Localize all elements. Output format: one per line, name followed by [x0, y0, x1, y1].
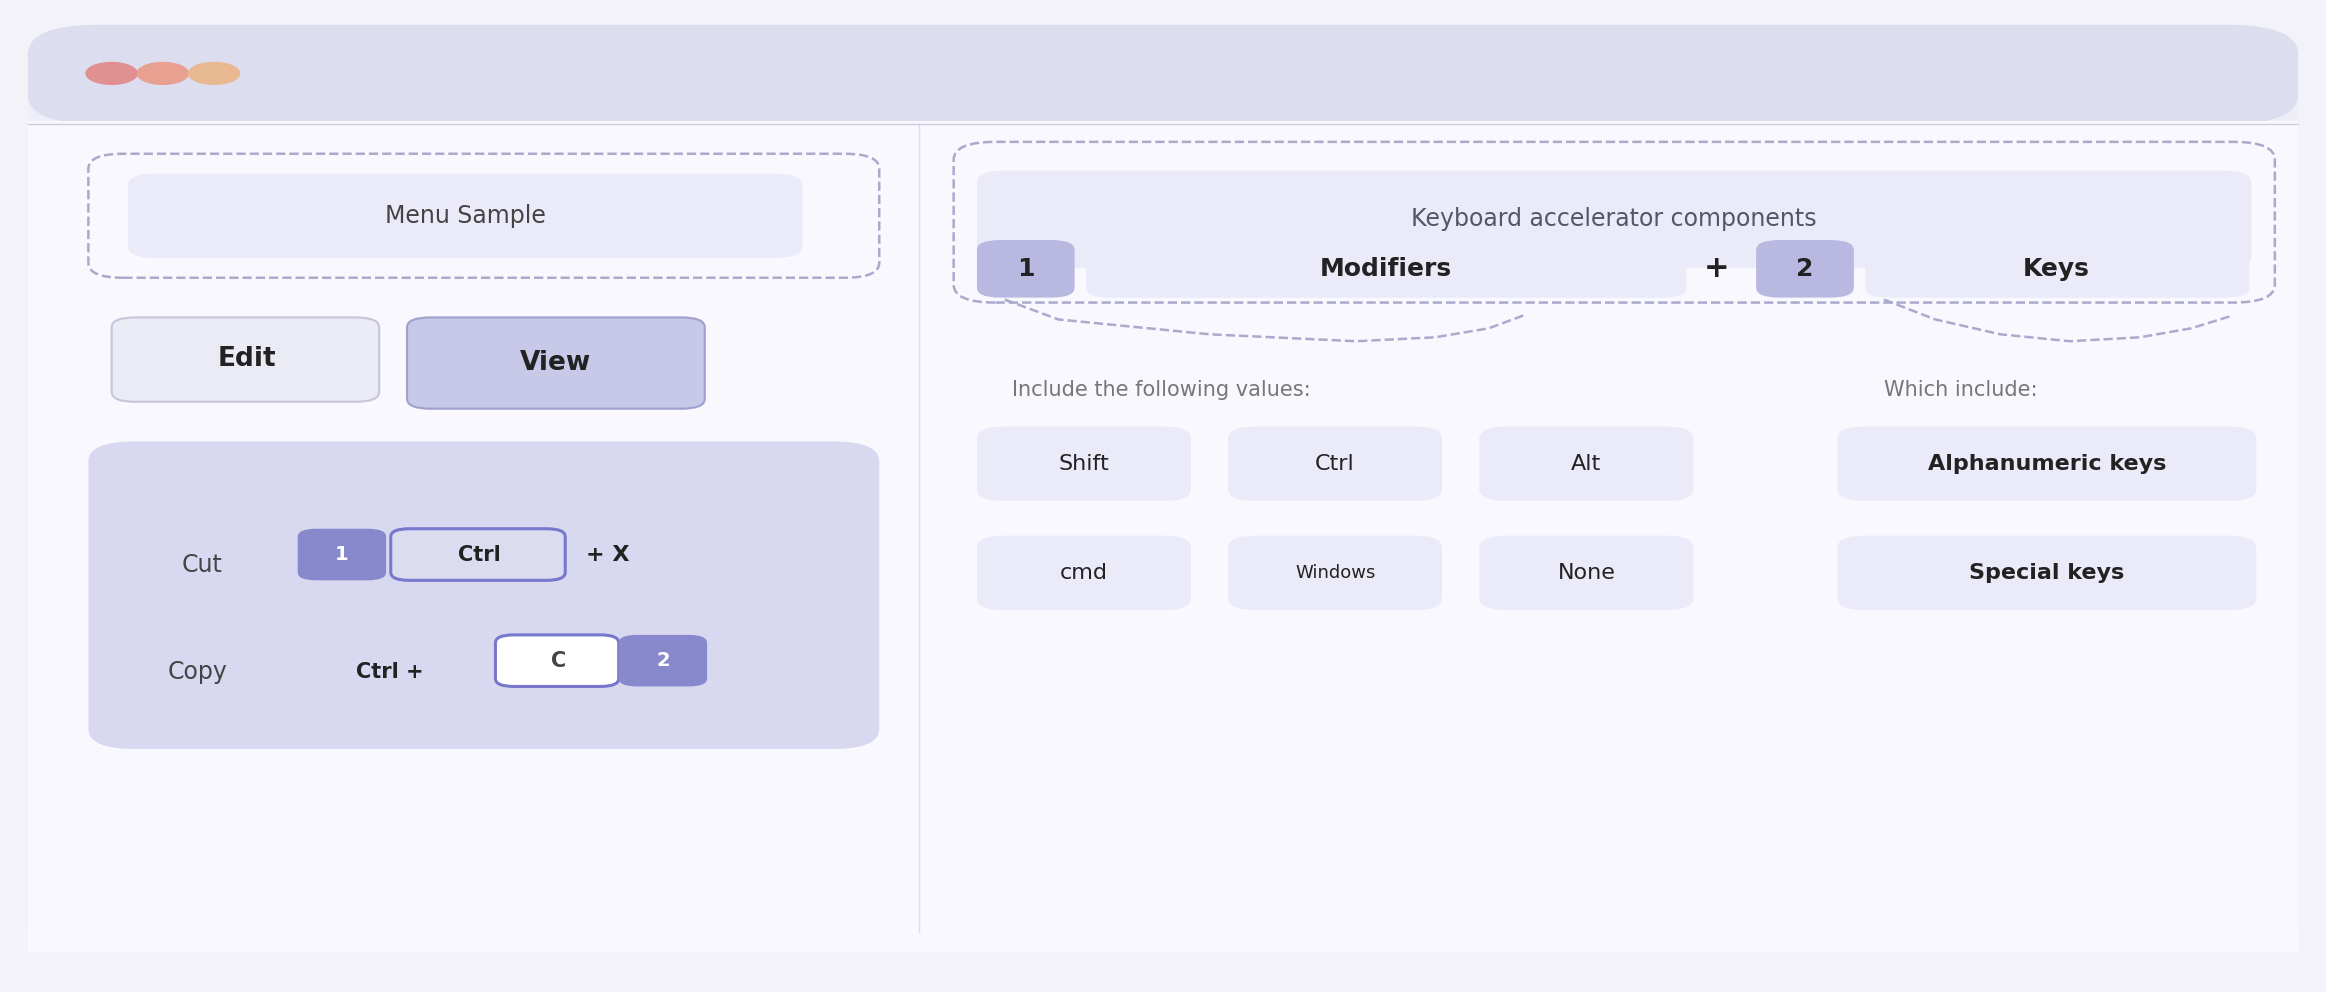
- Text: Modifiers: Modifiers: [1321, 257, 1451, 281]
- Circle shape: [86, 62, 137, 84]
- FancyBboxPatch shape: [495, 635, 619, 686]
- FancyBboxPatch shape: [977, 171, 2252, 268]
- FancyBboxPatch shape: [1479, 536, 1693, 610]
- Circle shape: [188, 62, 240, 84]
- FancyBboxPatch shape: [407, 317, 705, 409]
- FancyBboxPatch shape: [391, 529, 565, 580]
- Text: Include the following values:: Include the following values:: [1012, 380, 1310, 400]
- Text: Alt: Alt: [1570, 453, 1603, 474]
- Text: C: C: [551, 651, 565, 671]
- Text: Keys: Keys: [2024, 257, 2089, 281]
- FancyBboxPatch shape: [1228, 536, 1442, 610]
- Text: Copy: Copy: [167, 660, 228, 683]
- Text: 1: 1: [1016, 257, 1035, 281]
- Text: 2: 2: [656, 651, 670, 671]
- Text: Shift: Shift: [1058, 453, 1110, 474]
- FancyBboxPatch shape: [28, 25, 2298, 124]
- Text: Cut: Cut: [181, 554, 223, 577]
- Text: Menu Sample: Menu Sample: [384, 204, 547, 228]
- FancyBboxPatch shape: [1865, 240, 2249, 298]
- FancyBboxPatch shape: [977, 536, 1191, 610]
- Text: Which include:: Which include:: [1884, 380, 2038, 400]
- Text: Keyboard accelerator components: Keyboard accelerator components: [1412, 207, 1817, 231]
- Text: +: +: [1703, 254, 1731, 284]
- Text: Windows: Windows: [1296, 563, 1375, 582]
- Text: View: View: [521, 350, 591, 376]
- Circle shape: [137, 62, 188, 84]
- FancyBboxPatch shape: [977, 240, 1075, 298]
- FancyBboxPatch shape: [1479, 427, 1693, 501]
- Text: 2: 2: [1796, 257, 1814, 281]
- Text: 1: 1: [335, 545, 349, 564]
- Text: Edit: Edit: [216, 346, 277, 372]
- Text: Special keys: Special keys: [1970, 562, 2124, 583]
- FancyBboxPatch shape: [1838, 536, 2256, 610]
- FancyBboxPatch shape: [1228, 427, 1442, 501]
- Text: + X: + X: [586, 545, 630, 564]
- FancyBboxPatch shape: [298, 529, 386, 580]
- FancyBboxPatch shape: [128, 174, 802, 258]
- FancyBboxPatch shape: [1086, 240, 1686, 298]
- FancyBboxPatch shape: [619, 635, 707, 686]
- Text: None: None: [1558, 562, 1614, 583]
- Text: cmd: cmd: [1061, 562, 1107, 583]
- FancyBboxPatch shape: [1756, 240, 1854, 298]
- FancyBboxPatch shape: [28, 121, 2298, 952]
- Text: Ctrl +: Ctrl +: [356, 662, 423, 682]
- FancyBboxPatch shape: [28, 25, 2298, 952]
- FancyBboxPatch shape: [1838, 427, 2256, 501]
- FancyBboxPatch shape: [88, 441, 879, 749]
- FancyBboxPatch shape: [112, 317, 379, 402]
- Text: Ctrl: Ctrl: [1314, 453, 1356, 474]
- Text: Alphanumeric keys: Alphanumeric keys: [1928, 453, 2166, 474]
- Text: Ctrl: Ctrl: [458, 545, 500, 564]
- FancyBboxPatch shape: [977, 427, 1191, 501]
